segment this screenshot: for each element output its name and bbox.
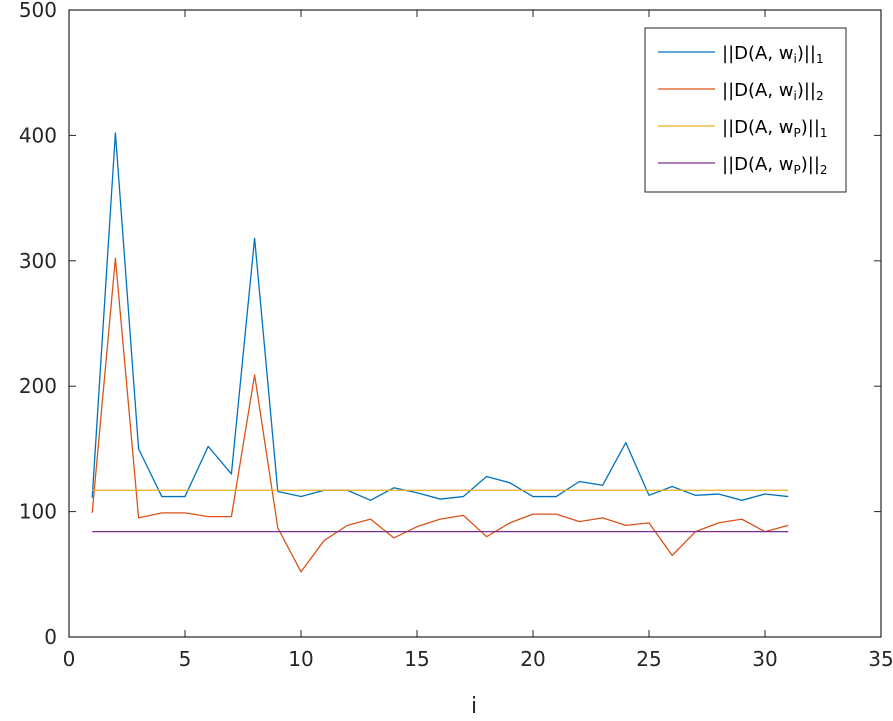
x-tick-label: 10 [288, 647, 313, 671]
x-tick-label: 30 [752, 647, 777, 671]
y-tick-label: 300 [19, 249, 57, 273]
x-tick-label: 0 [63, 647, 76, 671]
legend-entry: ||D(A, wP)||1 [722, 117, 828, 140]
axes-box [68, 9, 882, 638]
series-line-2 [91, 257, 789, 573]
y-tick-label: 200 [19, 374, 57, 398]
x-axis-label: i [471, 694, 477, 719]
legend-entry: ||D(A, wP)||2 [722, 154, 828, 177]
x-tick-label: 25 [636, 647, 661, 671]
x-tick-label: 15 [404, 647, 429, 671]
x-tick-label: 20 [520, 647, 545, 671]
legend-entry: ||D(A, wi)||1 [722, 43, 824, 66]
legend-box [644, 27, 847, 193]
series-layer [91, 132, 789, 573]
y-tick-label: 500 [19, 0, 57, 22]
axes-layer: 0 5 10 15 20 25 30 35 0 100 200 300 400 500 [19, 0, 893, 671]
legend: ||D(A, wi)||1 ||D(A, wi)||2 ||D(A, wP)||1 |… [644, 27, 847, 193]
series-line-1 [91, 132, 789, 501]
legend-entry: ||D(A, wi)||2 [722, 80, 824, 103]
y-tick-label: 100 [19, 500, 57, 524]
x-tick-label: 35 [868, 647, 893, 671]
series-2 [91, 257, 789, 573]
series-1 [91, 132, 789, 501]
y-tick-label: 400 [19, 123, 57, 147]
x-tick-label: 5 [179, 647, 192, 671]
y-tick-label: 0 [44, 625, 57, 649]
